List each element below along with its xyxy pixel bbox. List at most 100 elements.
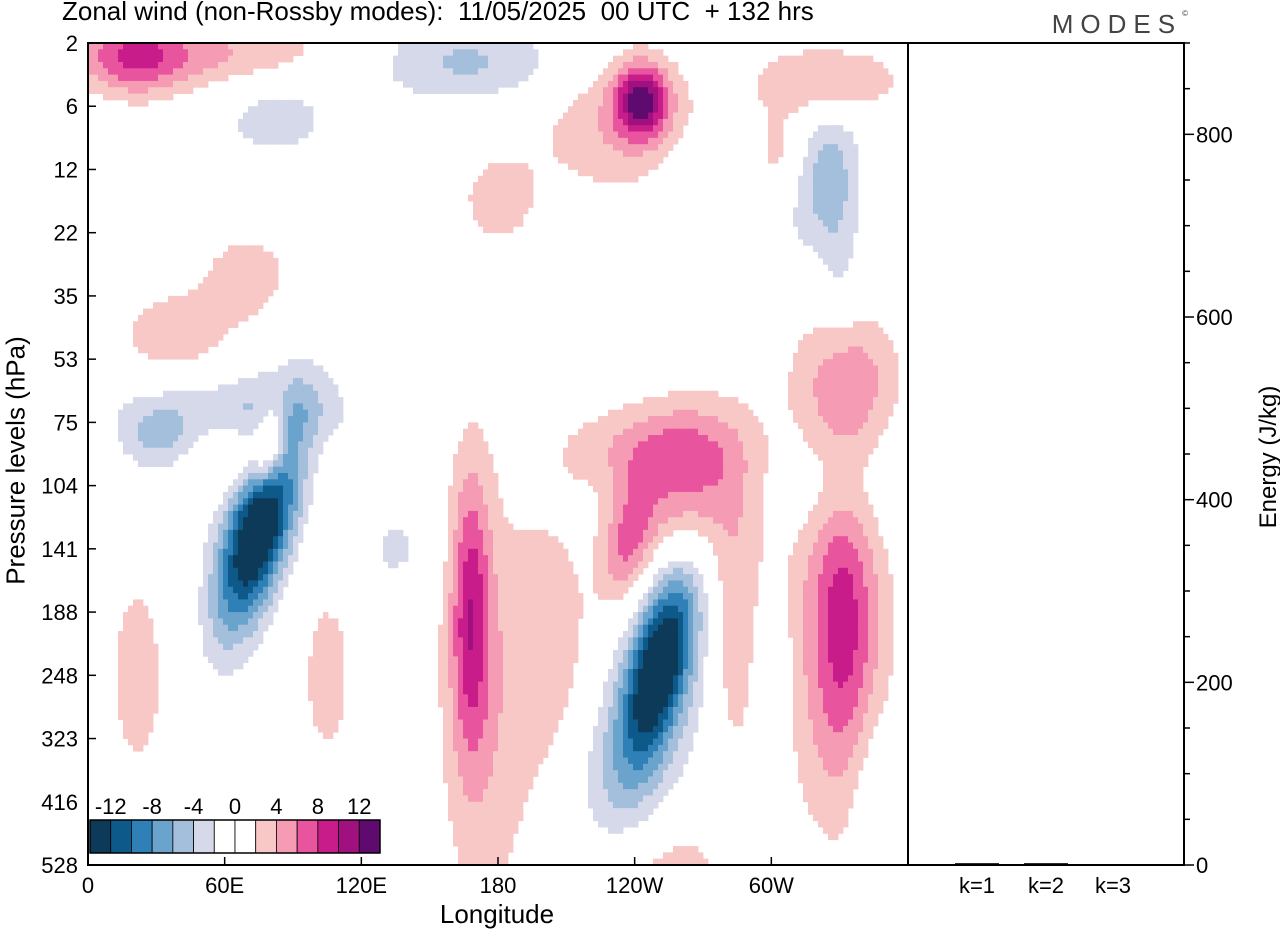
heat-cell (423, 68, 429, 76)
heat-cell (258, 43, 264, 50)
heat-cell (628, 125, 634, 132)
heat-cell (663, 454, 669, 461)
heat-cell (578, 112, 584, 120)
heat-cell (518, 599, 524, 607)
heat-cell (628, 106, 634, 113)
heat-cell (208, 55, 214, 63)
heat-cell (693, 428, 699, 436)
heat-cell (198, 55, 204, 63)
heat-cell (178, 397, 184, 404)
heat-cell (653, 118, 659, 126)
heat-cell (243, 118, 249, 126)
heat-cell (578, 131, 584, 139)
heat-cell (203, 327, 209, 335)
heat-cell (563, 580, 569, 588)
heat-cell (658, 485, 664, 493)
heat-cell (888, 80, 894, 88)
heat-cell (608, 163, 614, 170)
heat-cell (588, 169, 594, 177)
heat-cell (248, 118, 254, 126)
heat-cell (538, 599, 544, 607)
heat-cell (253, 390, 259, 398)
heat-cell (843, 201, 849, 208)
heat-cell (238, 295, 244, 303)
heat-cell (878, 87, 884, 94)
heat-cell (528, 542, 534, 550)
heat-cell (838, 428, 844, 436)
heat-cell (273, 466, 279, 474)
heat-cell (513, 207, 519, 215)
heat-cell (868, 441, 874, 449)
heat-cell (853, 555, 859, 562)
heat-cell (338, 403, 344, 411)
heat-cell (278, 580, 284, 588)
heat-cell (298, 491, 304, 499)
heat-cell (858, 599, 864, 607)
heat-cell (223, 276, 229, 284)
heat-cell (258, 295, 264, 303)
heat-cell (808, 201, 814, 208)
heat-cell (268, 542, 274, 550)
heat-cell (253, 504, 259, 512)
heat-cell (273, 257, 279, 265)
heat-cell (843, 441, 849, 449)
heat-cell (738, 416, 744, 423)
heat-cell (498, 536, 504, 543)
heat-cell (313, 365, 319, 373)
heat-cell (118, 93, 124, 101)
heat-cell (613, 567, 619, 575)
heat-cell (483, 548, 489, 556)
heat-cell (503, 561, 509, 569)
heat-cell (653, 574, 659, 581)
heat-cell (383, 555, 389, 562)
heat-cell (183, 397, 189, 404)
heat-cell (443, 87, 449, 94)
heat-cell (268, 270, 274, 278)
heat-cell (708, 536, 714, 543)
heat-cell (123, 49, 129, 57)
heat-cell (833, 485, 839, 493)
heat-cell (593, 156, 599, 164)
heat-cell (848, 359, 854, 366)
heat-cell (868, 80, 874, 88)
heat-cell (463, 561, 469, 569)
heat-cell (828, 359, 834, 366)
heat-cell (293, 498, 299, 505)
heat-cell (448, 517, 454, 524)
heat-cell (173, 441, 179, 449)
heat-cell (458, 68, 464, 76)
heat-cell (643, 416, 649, 423)
heat-cell (653, 125, 659, 132)
heat-cell (603, 80, 609, 88)
heat-cell (523, 580, 529, 588)
heat-cell (568, 447, 574, 455)
heat-cell (218, 422, 224, 430)
heat-cell (108, 93, 114, 101)
heat-cell (218, 289, 224, 297)
heat-cell (513, 213, 519, 221)
heat-cell (593, 561, 599, 569)
heat-cell (513, 548, 519, 556)
heat-cell (313, 428, 319, 436)
heat-cell (873, 567, 879, 575)
heat-cell (273, 504, 279, 512)
heat-cell (848, 150, 854, 158)
heat-cell (853, 194, 859, 202)
heat-cell (483, 213, 489, 221)
heat-cell (573, 454, 579, 461)
heat-cell (233, 397, 239, 404)
heat-cell (843, 384, 849, 392)
heat-cell (733, 555, 739, 562)
heat-cell (228, 593, 234, 600)
heat-cell (658, 87, 664, 94)
heat-cell (828, 49, 834, 57)
heat-cell (813, 150, 819, 158)
heat-cell (798, 55, 804, 63)
heat-cell (638, 536, 644, 543)
heat-cell (688, 593, 694, 600)
heat-cell (628, 175, 634, 183)
heat-cell (608, 144, 614, 151)
heat-cell (493, 548, 499, 556)
heat-cell (638, 99, 644, 107)
heat-cell (233, 384, 239, 392)
